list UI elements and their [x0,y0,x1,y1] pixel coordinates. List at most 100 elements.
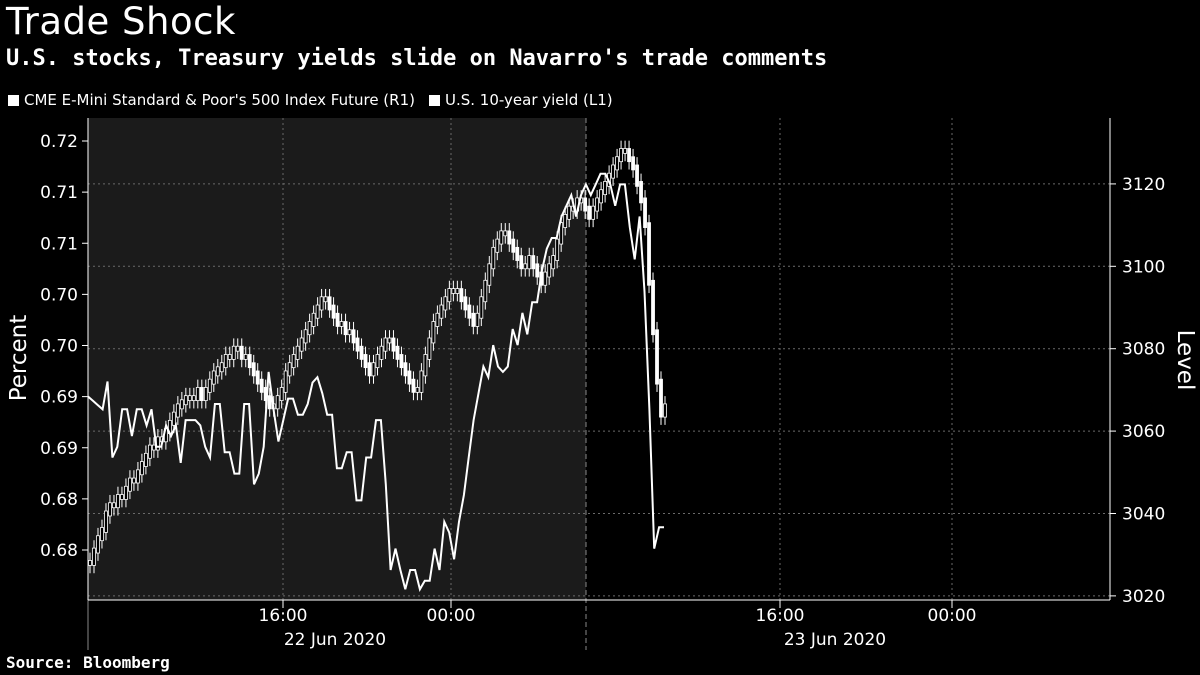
candle-body [231,345,236,360]
right-tick-label: 3100 [1122,257,1165,277]
candle-body [451,288,456,294]
candle-body [283,370,288,393]
left-tick-label: 0.70 [40,285,78,305]
candle-body [315,304,320,319]
candle-body [527,255,532,270]
candle-body [395,345,400,360]
candle-body [659,378,663,418]
candle-body [311,312,316,327]
legend: CME E-Mini Standard & Poor's 500 Index F… [8,91,613,109]
candle-body [323,296,328,303]
candle-body [179,399,184,410]
candle-body [339,321,344,327]
candle-body [499,230,504,245]
candle-body [239,345,244,360]
candle-body [519,255,524,270]
candle-body [319,296,324,311]
candle-body [335,312,340,327]
candle-body [503,230,508,237]
candle-body [299,337,304,352]
left-tick-label: 0.71 [40,234,78,254]
left-tick-label: 0.71 [40,183,78,203]
x-tick-label: 16:00 [756,606,805,626]
candle-body [295,345,300,360]
candle-body [375,354,380,369]
candle-body [651,279,655,336]
candle-body [100,527,104,542]
candle-body [467,304,472,319]
candle-body [291,354,296,369]
left-tick-label: 0.69 [40,439,78,459]
candle-body [147,444,152,459]
candle-body [275,395,280,410]
candle-body [251,362,256,377]
right-tick-label: 3020 [1122,587,1165,607]
series-line-10yr-yield [87,172,664,592]
candle-body [475,312,480,327]
candle-body [387,337,392,344]
candle-body [611,164,615,179]
candle-body [635,164,639,187]
candle-body [471,312,476,327]
candle-body [583,197,588,212]
candle-body [531,255,536,270]
legend-item-sp500: CME E-Mini Standard & Poor's 500 Index F… [8,91,415,109]
candle-body [535,263,540,278]
candle-body [551,255,556,270]
candle-body [88,560,92,566]
candle-body [124,485,128,500]
candle-body [355,337,360,352]
candle-body [259,378,264,393]
x-tick-label: 00:00 [928,606,977,626]
candle-body [567,205,572,220]
candle-body [419,370,424,393]
candle-body [599,189,604,204]
candle-body [663,403,667,418]
candle-body [627,148,631,163]
chart-title: Trade Shock [6,0,236,43]
candle-body [647,222,651,286]
chart-subtitle: U.S. stocks, Treasury yields slide on Na… [6,46,828,71]
candle-body [391,337,396,352]
candle-body [287,362,292,377]
candle-body [367,362,372,377]
candle-body [547,263,552,278]
candle-body [359,345,364,360]
candle-body [543,271,548,286]
candle-body [219,362,224,373]
candle-body [203,387,208,402]
candle-body [243,354,248,360]
candle-body [399,354,404,369]
candle-body [407,370,412,385]
candle-body [435,312,440,327]
x-tick-label: 16:00 [259,606,308,626]
candle-body [491,246,496,270]
candle-body [423,354,428,377]
candle-body [463,296,468,311]
candle-body [175,403,180,418]
candle-body [643,197,647,228]
candle-body [215,366,220,377]
candle-body [132,477,136,484]
candle-body [455,288,460,294]
candle-body [104,510,108,533]
legend-label-yield: U.S. 10-year yield (L1) [444,91,613,109]
candle-body [303,329,308,344]
left-tick-label: 0.68 [40,541,78,561]
source-note: Source: Bloomberg [6,653,170,672]
candle-body [431,321,436,344]
candle-body [307,321,312,336]
candle-body [619,148,623,163]
candle-body [343,321,348,336]
candle-body [559,222,564,245]
candle-body [615,156,619,171]
candle-body [379,345,384,360]
candle-body [171,411,176,426]
x-date-label: 22 Jun 2020 [284,630,386,650]
candle-body [116,494,120,509]
candle-body [108,502,112,517]
candle-body [112,502,116,509]
candle-body [195,387,200,402]
candle-body [639,181,643,204]
candle-body [443,296,448,311]
